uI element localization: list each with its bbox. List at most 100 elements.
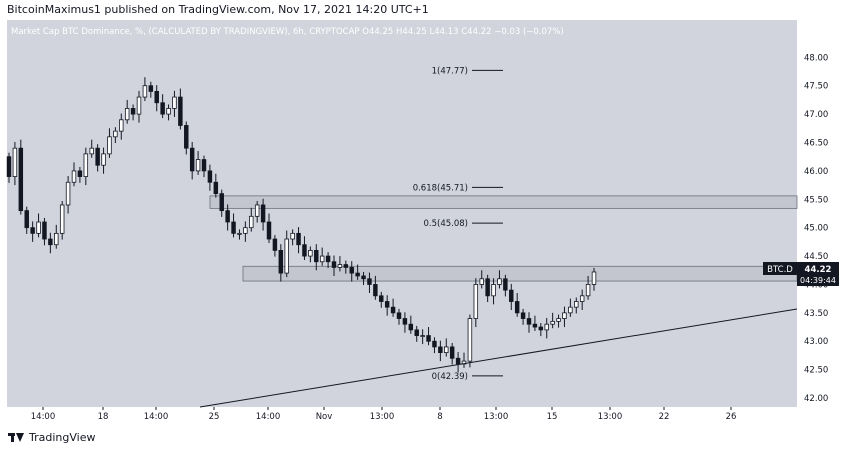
fib-label: 0.618(45.71): [413, 183, 468, 193]
candle-body: [473, 284, 479, 319]
candle-body: [325, 255, 331, 263]
candle-body: [272, 238, 278, 251]
badge-ticker: BTC.D: [767, 265, 793, 275]
candle-body: [532, 323, 538, 328]
candle-body: [260, 204, 266, 223]
candle-body: [574, 301, 579, 308]
candle-body: [396, 312, 402, 319]
candle-body: [379, 295, 384, 302]
candle-body: [225, 210, 230, 223]
candle-body: [579, 295, 585, 302]
candle-body: [290, 232, 295, 240]
x-tick-label: 14:00: [144, 412, 169, 422]
candle-body: [585, 284, 591, 297]
candle-body: [119, 119, 124, 132]
y-tick-label: 42.00: [804, 394, 828, 404]
candle-body: [444, 346, 449, 353]
candle-body: [402, 318, 408, 325]
published-text: BitcoinMaximus1 published on TradingView…: [7, 3, 429, 16]
candle-body: [538, 326, 544, 331]
candle-body: [568, 306, 573, 314]
y-tick-label: 47.50: [804, 82, 828, 92]
x-tick-label: 13:00: [598, 412, 623, 422]
y-tick-label: 45.50: [804, 195, 828, 205]
candle-body: [485, 278, 490, 297]
candle-body: [24, 210, 29, 229]
candle-body: [130, 108, 136, 115]
candle-body: [65, 181, 71, 206]
y-tick-label: 46.50: [804, 139, 828, 149]
legend-open: 44.25: [369, 27, 393, 37]
candle-body: [89, 147, 94, 155]
candle-body: [438, 346, 443, 353]
candle-body: [562, 312, 567, 319]
legend-exchange: CRYPTOCAP: [309, 27, 359, 37]
candle-body: [514, 301, 520, 314]
footer-brand: TradingView: [29, 430, 96, 444]
x-tick-label: Nov: [316, 412, 333, 422]
badge-countdown: 04:39:44: [800, 276, 836, 285]
candle-body: [219, 193, 224, 212]
candle-body: [361, 275, 366, 280]
candle-body: [390, 306, 396, 314]
candle-body: [207, 170, 213, 183]
candle-body: [189, 147, 195, 172]
candle-body: [414, 329, 419, 336]
fib-levels: 1(47.77) 0.618(45.71) 0.5(45.08) 0(42.39): [413, 66, 503, 382]
candle-body: [520, 312, 526, 319]
candle-body: [355, 272, 360, 277]
candle-body: [107, 136, 112, 155]
candle-body: [556, 318, 561, 322]
candle-body: [213, 181, 219, 195]
candle-body: [455, 357, 461, 365]
x-tick-label: 18: [98, 412, 109, 422]
legend-source: (CALCULATED BY TRADINGVIEW): [148, 27, 287, 37]
x-tick-label: 22: [659, 412, 670, 422]
candle-body: [343, 264, 349, 268]
candle-body: [373, 284, 378, 297]
candle-body: [12, 147, 18, 177]
y-tick-label: 44.50: [804, 252, 828, 262]
candle-body: [178, 96, 183, 126]
candle-body: [166, 108, 171, 115]
candle-body: [59, 204, 65, 234]
legend-high: 44.25: [402, 27, 426, 37]
price-badge: BTC.D 44.22 04:39:44: [763, 262, 839, 286]
candle-body: [148, 85, 154, 92]
candle-body: [154, 91, 159, 104]
footer: TradingView: [8, 428, 95, 446]
legend-change: −0.03 (−0.07%): [494, 27, 564, 37]
y-tick-label: 42.50: [804, 366, 828, 376]
candle-body: [201, 159, 207, 172]
candle-body: [426, 335, 431, 342]
candle-body: [319, 255, 325, 263]
tradingview-logo-icon: [8, 431, 24, 443]
top-bar: BitcoinMaximus1 published on TradingView…: [0, 0, 850, 20]
candle-body: [331, 261, 337, 268]
candle-body: [136, 96, 142, 115]
candle-body: [30, 227, 35, 234]
candle-body: [54, 232, 59, 246]
candle-body: [467, 318, 473, 362]
legend-symbol: Market Cap BTC Dominance, %: [11, 27, 143, 37]
x-tick-label: 14:00: [31, 412, 56, 422]
candle-body: [296, 232, 301, 246]
resistance-zone: [242, 265, 798, 282]
candle-body: [550, 320, 555, 325]
candle-body: [243, 227, 248, 234]
x-tick-label: 25: [209, 412, 220, 422]
zones-layer: [209, 195, 798, 282]
candle-body: [408, 323, 414, 331]
candle-body: [491, 284, 496, 297]
y-tick-label: 45.00: [804, 224, 828, 234]
candle-body: [384, 301, 390, 308]
x-tick-label: 26: [726, 412, 737, 422]
fib-label: 0(42.39): [432, 372, 468, 382]
candle-body: [526, 318, 532, 325]
candle-body: [184, 125, 189, 149]
candle-body: [266, 221, 272, 240]
badge-price: 44.22: [805, 265, 832, 275]
candle-body: [101, 153, 106, 166]
candle-body: [124, 108, 130, 121]
